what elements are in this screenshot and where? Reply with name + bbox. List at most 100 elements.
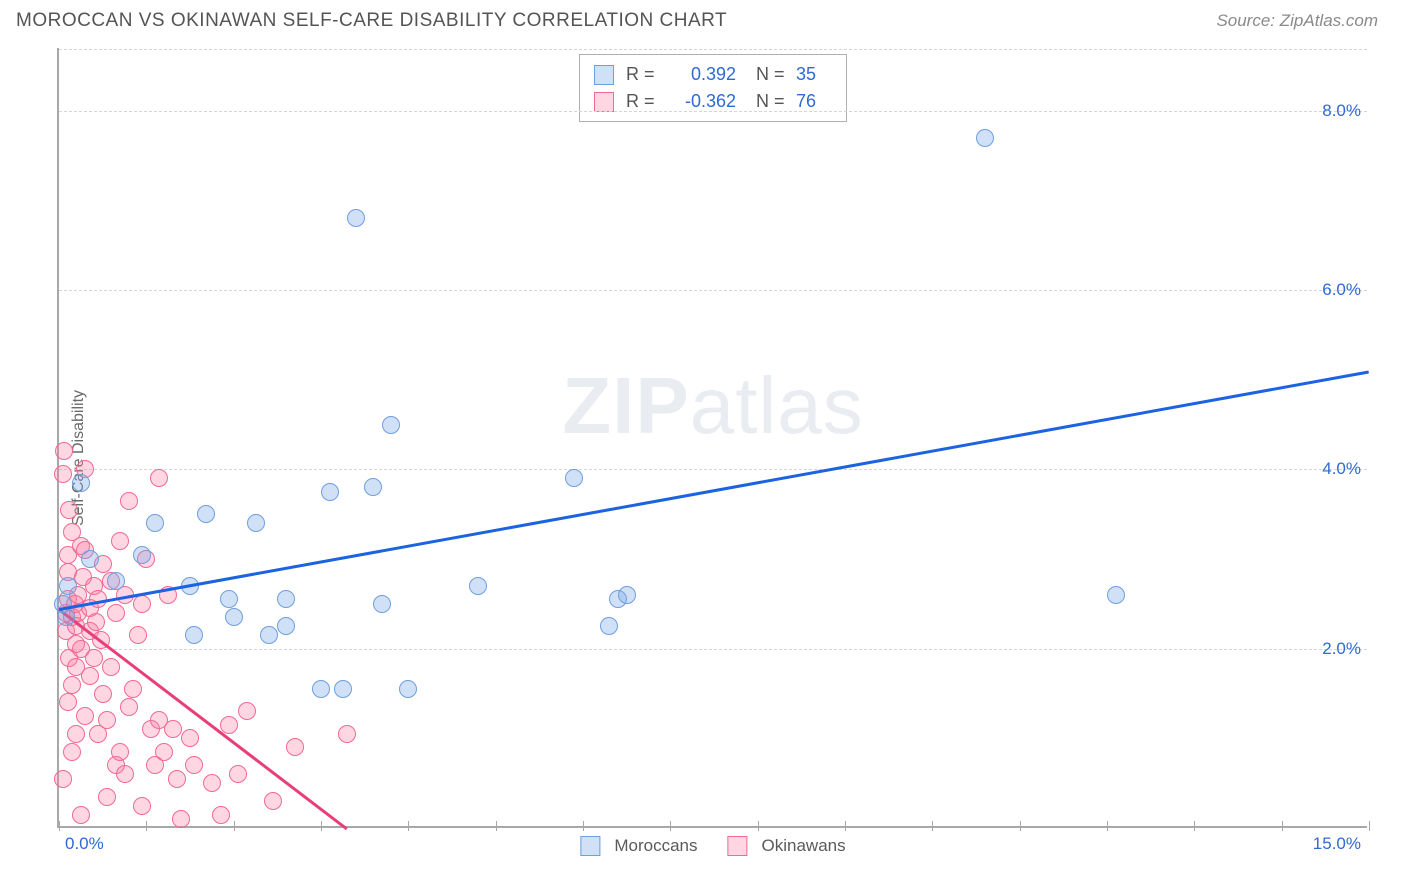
data-point (238, 702, 256, 720)
swatch-moroccans-icon (580, 836, 600, 856)
data-point (76, 707, 94, 725)
data-point (185, 756, 203, 774)
gridline (59, 290, 1367, 291)
x-tick (670, 821, 671, 831)
x-tick (496, 821, 497, 831)
data-point (277, 617, 295, 635)
data-point (197, 505, 215, 523)
y-tick-label: 4.0% (1322, 459, 1361, 479)
chart-area: Self-Care Disability ZIPatlas R = 0.392 … (45, 48, 1375, 868)
x-tick (845, 821, 846, 831)
chart-title: MOROCCAN VS OKINAWAN SELF-CARE DISABILIT… (16, 10, 727, 32)
x-tick (59, 821, 60, 831)
y-tick-label: 2.0% (1322, 639, 1361, 659)
x-tick (1369, 821, 1370, 831)
data-point (321, 483, 339, 501)
data-point (98, 788, 116, 806)
data-point (87, 613, 105, 631)
swatch-moroccans-icon (594, 65, 614, 85)
data-point (57, 608, 75, 626)
swatch-okinawans-icon (594, 92, 614, 112)
data-point (59, 577, 77, 595)
data-point (98, 711, 116, 729)
data-point (116, 765, 134, 783)
data-point (164, 720, 182, 738)
data-point (59, 693, 77, 711)
data-point (54, 770, 72, 788)
gridline (59, 649, 1367, 650)
data-point (347, 209, 365, 227)
data-point (1107, 586, 1125, 604)
watermark: ZIPatlas (562, 360, 863, 452)
data-point (334, 680, 352, 698)
data-point (229, 765, 247, 783)
data-point (124, 680, 142, 698)
data-point (55, 442, 73, 460)
data-point (168, 770, 186, 788)
gridline (59, 111, 1367, 112)
x-axis-max: 15.0% (1313, 834, 1361, 854)
data-point (286, 738, 304, 756)
data-point (67, 725, 85, 743)
x-tick (146, 821, 147, 831)
corr-row-moroccans: R = 0.392 N = 35 (594, 61, 828, 88)
data-point (618, 586, 636, 604)
data-point (133, 595, 151, 613)
x-tick (1194, 821, 1195, 831)
data-point (107, 604, 125, 622)
data-point (364, 478, 382, 496)
legend-item-okinawans: Okinawans (728, 836, 846, 856)
data-point (111, 532, 129, 550)
data-point (81, 550, 99, 568)
data-point (60, 501, 78, 519)
x-axis-min: 0.0% (65, 834, 104, 854)
data-point (220, 716, 238, 734)
data-point (94, 685, 112, 703)
gridline (59, 49, 1367, 50)
data-point (129, 626, 147, 644)
data-point (212, 806, 230, 824)
data-point (260, 626, 278, 644)
data-point (312, 680, 330, 698)
data-point (133, 797, 151, 815)
data-point (120, 698, 138, 716)
correlation-legend: R = 0.392 N = 35 R = -0.362 N = 76 (579, 54, 847, 122)
data-point (120, 492, 138, 510)
data-point (338, 725, 356, 743)
gridline (59, 469, 1367, 470)
data-point (225, 608, 243, 626)
source-text: Source: ZipAtlas.com (1216, 11, 1378, 31)
data-point (63, 676, 81, 694)
data-point (172, 810, 190, 828)
series-legend: Moroccans Okinawans (580, 836, 845, 856)
data-point (111, 743, 129, 761)
data-point (277, 590, 295, 608)
data-point (72, 806, 90, 824)
y-tick-label: 6.0% (1322, 280, 1361, 300)
plot-region: ZIPatlas R = 0.392 N = 35 R = -0.362 N =… (57, 48, 1367, 828)
x-tick (1107, 821, 1108, 831)
data-point (133, 546, 151, 564)
x-tick (1020, 821, 1021, 831)
data-point (264, 792, 282, 810)
y-tick-label: 8.0% (1322, 101, 1361, 121)
data-point (220, 590, 238, 608)
swatch-okinawans-icon (728, 836, 748, 856)
x-tick (234, 821, 235, 831)
data-point (565, 469, 583, 487)
data-point (102, 658, 120, 676)
data-point (54, 465, 72, 483)
trend-line (59, 371, 1369, 611)
x-tick (583, 821, 584, 831)
data-point (107, 572, 125, 590)
x-tick (758, 821, 759, 831)
data-point (976, 129, 994, 147)
chart-header: MOROCCAN VS OKINAWAN SELF-CARE DISABILIT… (0, 0, 1406, 38)
x-tick (321, 821, 322, 831)
x-tick (408, 821, 409, 831)
data-point (85, 649, 103, 667)
data-point (63, 743, 81, 761)
data-point (469, 577, 487, 595)
data-point (399, 680, 417, 698)
data-point (81, 667, 99, 685)
